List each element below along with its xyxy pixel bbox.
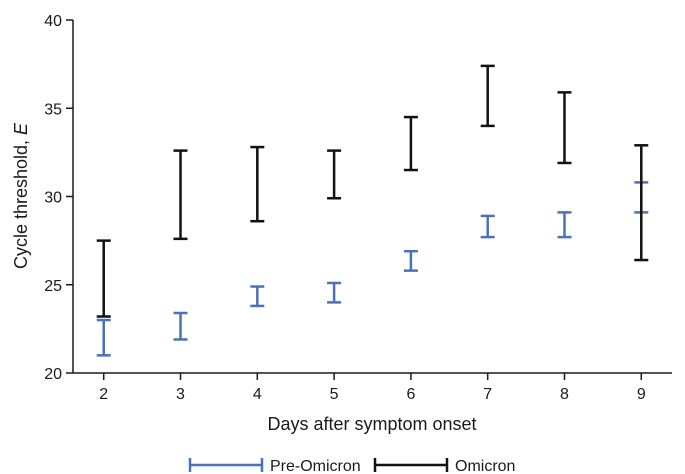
x-tick-label: 8 <box>560 386 569 403</box>
error-bar <box>480 64 495 128</box>
legend-item: Omicron <box>373 458 515 474</box>
y-axis-title: Cycle threshold, E <box>11 122 31 269</box>
error-bar <box>634 144 649 262</box>
legend: Pre-Omicron Omicron <box>188 458 515 474</box>
error-bar <box>557 91 572 165</box>
series-omicron <box>96 64 649 318</box>
legend-item: Pre-Omicron <box>188 458 361 474</box>
error-bar <box>173 311 188 341</box>
axes <box>72 20 672 374</box>
error-bar <box>557 211 572 239</box>
x-tick-label: 7 <box>483 386 492 403</box>
y-ticks: 20 25 30 35 40 <box>44 13 73 383</box>
x-ticks: 2 3 4 5 6 7 8 9 <box>99 373 646 403</box>
x-tick-label: 2 <box>99 386 108 403</box>
y-tick-label: 30 <box>44 190 62 207</box>
x-tick-label: 6 <box>406 386 415 403</box>
error-bar <box>327 149 342 200</box>
error-bar <box>96 318 111 357</box>
error-bar <box>327 281 342 304</box>
error-bar <box>250 145 265 223</box>
x-tick-label: 5 <box>330 386 339 403</box>
error-bar <box>250 285 265 308</box>
error-bar <box>403 249 418 272</box>
y-tick-label: 40 <box>44 13 62 30</box>
error-bar <box>403 115 418 172</box>
y-axis-title-main: Cycle threshold, <box>11 135 31 269</box>
legend-label: Omicron <box>455 458 515 474</box>
y-tick-label: 20 <box>44 366 62 383</box>
x-axis-title: Days after symptom onset <box>267 414 476 434</box>
series-layer <box>96 64 649 357</box>
legend-label: Pre-Omicron <box>270 458 361 474</box>
error-bar <box>173 149 188 241</box>
y-tick-label: 35 <box>44 101 62 118</box>
x-tick-label: 9 <box>637 386 646 403</box>
y-axis-title-variable: E <box>11 122 31 135</box>
x-tick-label: 4 <box>253 386 262 403</box>
error-bar <box>96 239 111 318</box>
x-tick-label: 3 <box>176 386 185 403</box>
series-pre-omicron <box>96 181 649 357</box>
y-tick-label: 25 <box>44 278 62 295</box>
error-bar <box>480 214 495 239</box>
